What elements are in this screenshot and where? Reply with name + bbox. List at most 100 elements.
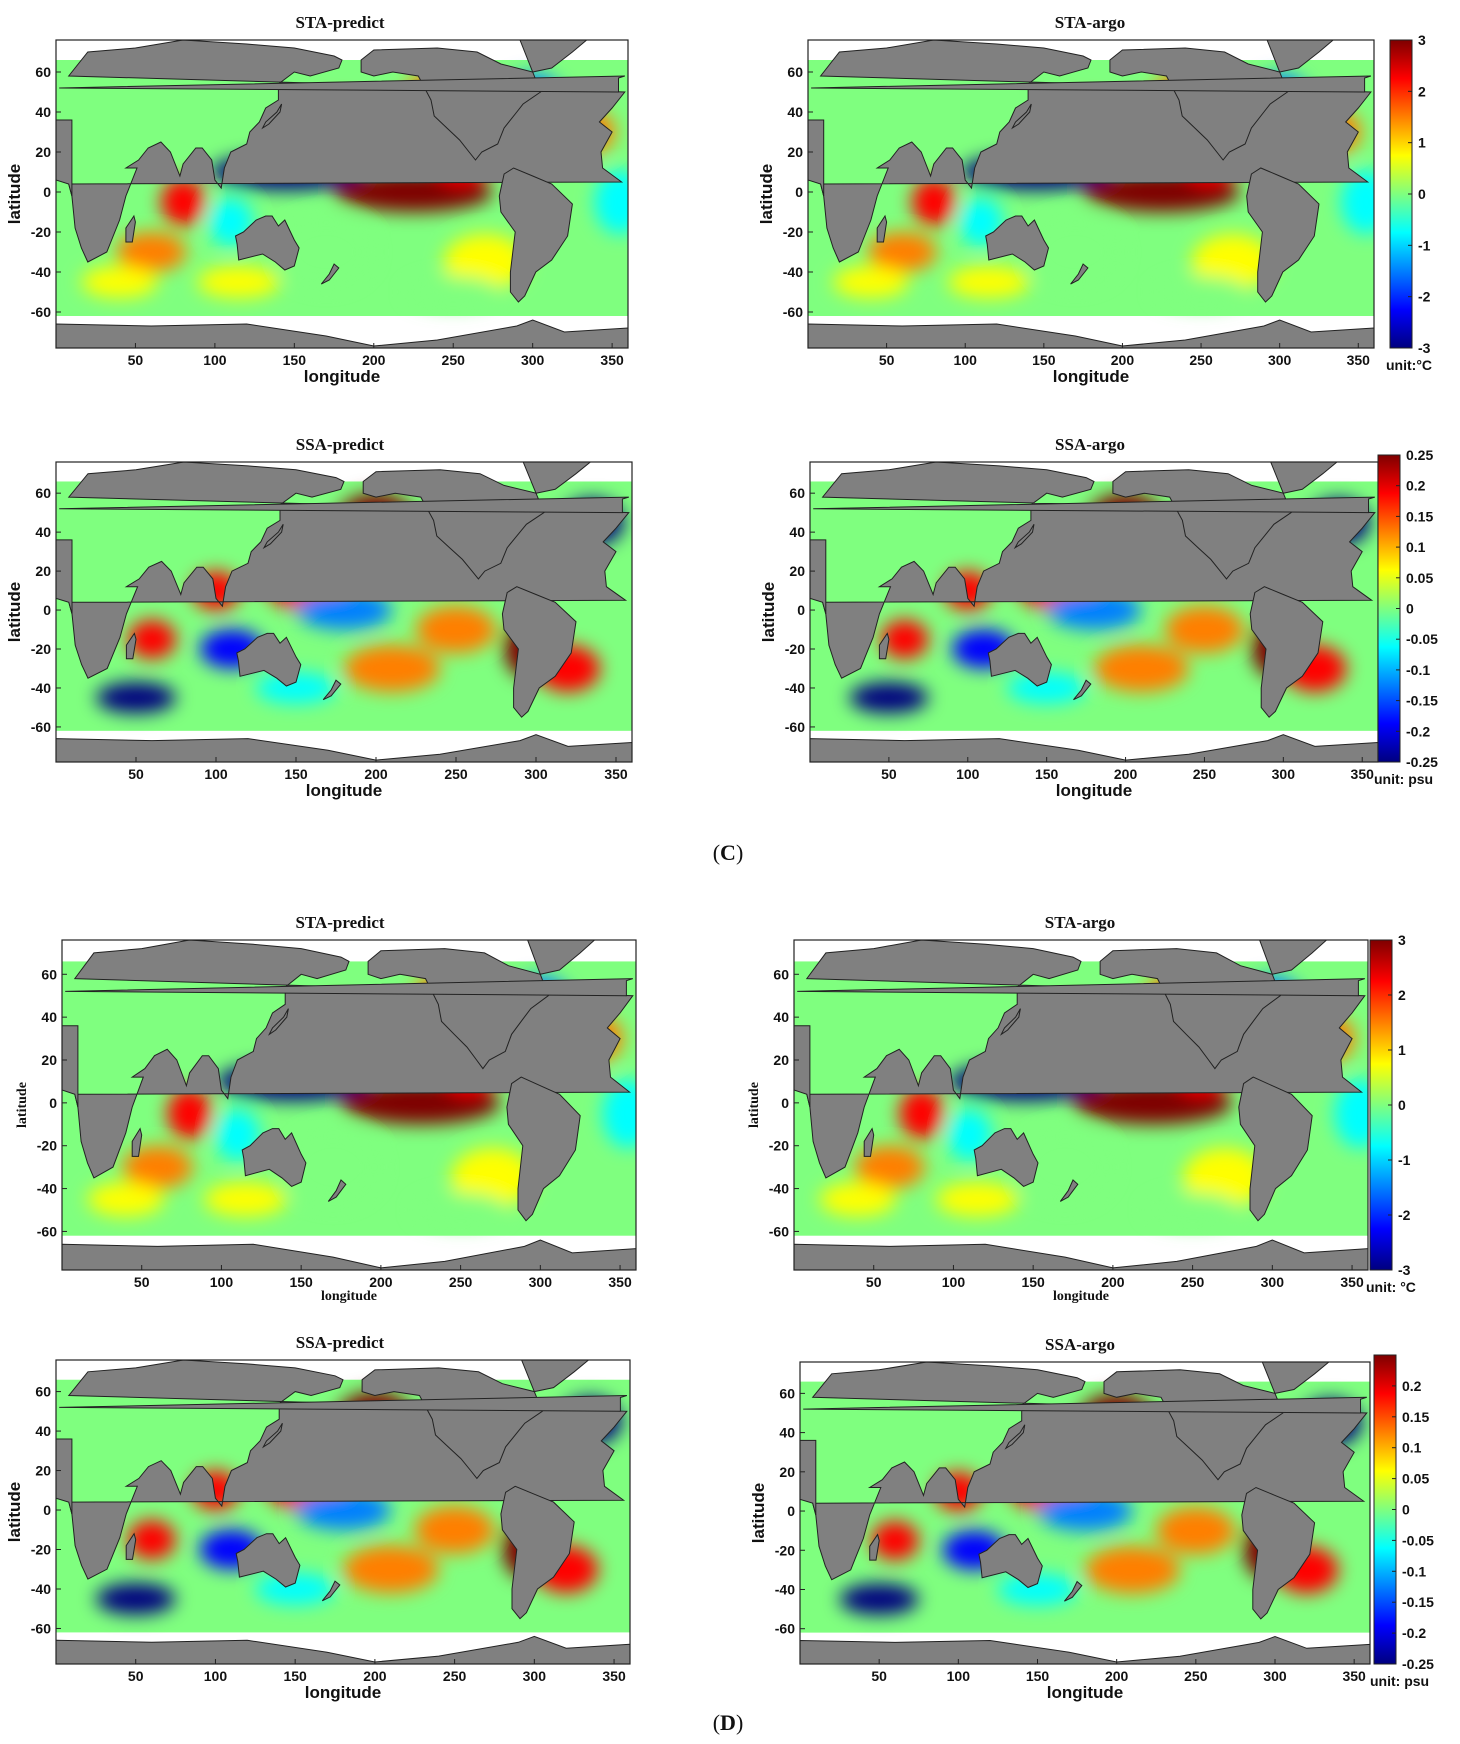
anomaly-blob [203, 1182, 287, 1217]
land-uk [65, 978, 633, 997]
colorbar-tick-label: 0.2 [1406, 478, 1426, 494]
plot-frame [55, 1359, 631, 1665]
land-uk [803, 1396, 1367, 1414]
x-tick-label: 50 [134, 1274, 150, 1290]
x-tick-label: 150 [1035, 766, 1059, 782]
colorbar-tick-label: -2 [1398, 1207, 1411, 1223]
map-area [808, 40, 1374, 348]
anomaly-blob [285, 1128, 381, 1206]
colorbar-tick-label: 0.05 [1406, 570, 1433, 586]
land-antarctica [808, 319, 1374, 348]
x-axis-label: longitude [304, 367, 380, 386]
anomaly-blob [1191, 234, 1274, 290]
y-axis-label: latitude [5, 164, 24, 224]
x-tick-label: 250 [442, 352, 466, 368]
land-madagascar [131, 1127, 143, 1157]
y-axis-label: latitude [5, 582, 24, 642]
x-tick-label: 50 [866, 1274, 882, 1290]
anomaly-blob [81, 266, 158, 298]
x-tick-label: 300 [1263, 1668, 1287, 1684]
y-tick-label: 60 [41, 966, 57, 982]
land-greenland [519, 40, 588, 73]
x-axis-label: longitude [1056, 781, 1132, 800]
anomaly-blob [416, 606, 496, 653]
land-africa-west [800, 1439, 817, 1516]
land-japan [262, 524, 284, 550]
anomaly-blob [197, 266, 281, 298]
land-south-america [1249, 586, 1324, 718]
panel-title: SSA-predict [296, 435, 385, 454]
y-tick-label: 0 [797, 602, 805, 618]
x-tick-label: 200 [362, 352, 386, 368]
colorbar: 0.2 0.15 0.1 0.05 0 -0.05 -0.1 -0.15 -0.2 -0.25un… [1370, 1354, 1434, 1689]
colorbar-tick-label: 0 [1418, 186, 1426, 202]
anomaly-blob [1085, 1546, 1180, 1594]
x-tick-label: 300 [521, 352, 545, 368]
colorbar-tick-label: -0.25 [1402, 1656, 1434, 1672]
x-tick-label: 350 [1347, 352, 1371, 368]
y-tick-label: -40 [31, 680, 51, 696]
anomaly-blob [160, 178, 206, 226]
y-tick-label: -20 [37, 1138, 57, 1154]
x-tick-label: 150 [1026, 1668, 1050, 1684]
x-axis-label: longitude [305, 1683, 381, 1702]
x-axis-label: longitude [1047, 1683, 1123, 1702]
land-madagascar [878, 632, 890, 660]
x-tick-label: 100 [947, 1668, 971, 1684]
y-tick-label: -60 [783, 304, 803, 320]
y-tick-label: -40 [31, 1581, 51, 1597]
colorbar-tick-label: 0.1 [1402, 1440, 1422, 1456]
y-tick-label: 20 [35, 563, 51, 579]
y-tick-label: 0 [787, 1503, 795, 1519]
anomaly-blob [833, 266, 909, 298]
x-tick-label: 100 [204, 1668, 228, 1684]
x-tick-label: 300 [524, 766, 548, 782]
land-africa-west [62, 1025, 79, 1108]
anomaly-blob [278, 216, 374, 288]
land-greenland [1261, 1362, 1330, 1394]
colorbar-tick-label: 0.1 [1406, 539, 1426, 555]
land-madagascar [869, 1533, 880, 1561]
anomaly-blob [1156, 1507, 1236, 1555]
x-tick-label: 50 [871, 1668, 887, 1684]
colorbar-tick-label: -1 [1418, 237, 1431, 253]
y-tick-label: -20 [769, 1138, 789, 1154]
land-australia [235, 1533, 301, 1588]
anomaly-blob [1183, 1147, 1266, 1208]
y-tick-label: -40 [785, 680, 805, 696]
anomaly-blob [1144, 1192, 1241, 1228]
anomaly-blob [344, 645, 440, 692]
x-tick-label: 100 [956, 766, 980, 782]
colorbar-unit: unit: °C [1366, 1279, 1416, 1295]
land-africa-west [794, 1025, 811, 1108]
land-australia [241, 1128, 307, 1187]
colorbar-tick-label: 1 [1398, 1042, 1406, 1058]
colorbar: 0.25 0.2 0.15 0.1 0.05 0 -0.05 -0.1 -0.15 -0.2 -0.… [1374, 447, 1438, 787]
land-new-zealand [322, 679, 342, 701]
anomaly-blob [95, 1583, 176, 1615]
land-greenland [522, 462, 592, 494]
anomaly-blob [871, 1520, 919, 1561]
map-area [62, 940, 636, 1270]
y-tick-label: 60 [787, 64, 803, 80]
anomaly-blob [116, 232, 187, 272]
x-tick-label: 300 [529, 1274, 553, 1290]
land-new-zealand [1064, 1580, 1083, 1602]
land-south-america [498, 167, 573, 303]
x-tick-label: 200 [1105, 1668, 1129, 1684]
land-australia [234, 215, 300, 271]
x-tick-label: 150 [1032, 352, 1056, 368]
anomaly-blob [881, 619, 929, 659]
colorbar-tick-label: 0.05 [1402, 1471, 1429, 1487]
plot-frame [55, 39, 629, 349]
anomaly-blob [343, 1545, 439, 1593]
anomaly-blob [1340, 170, 1374, 234]
land-japan [1004, 1424, 1026, 1450]
anomaly-blob [899, 1087, 944, 1140]
y-tick-label: 0 [43, 602, 51, 618]
colorbar-tick-label: 0.15 [1402, 1409, 1429, 1425]
x-tick-label: 350 [1342, 1668, 1366, 1684]
y-axis-label: latitude [749, 1483, 768, 1543]
